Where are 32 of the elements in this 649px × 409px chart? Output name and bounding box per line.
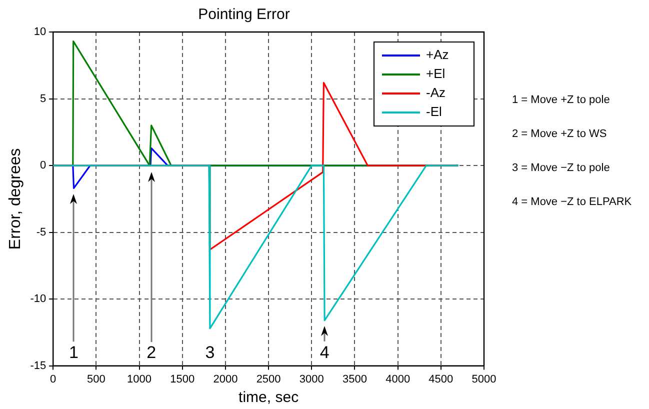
y-tick-label: -5 — [36, 226, 46, 238]
y-tick-label: 10 — [34, 26, 46, 38]
text: 1 = Move +Z to pole — [512, 94, 611, 108]
y-axis-title: Error, degrees — [7, 148, 24, 250]
legend-label: -Az — [426, 85, 446, 100]
annotation: 1 — [69, 342, 79, 362]
y-tick-label: 0 — [40, 160, 46, 172]
legend-label: -El — [426, 104, 442, 120]
y-tick-label: 5 — [40, 92, 46, 105]
y-tick-label: -15 — [30, 360, 46, 372]
x-tick-label: 1500 — [170, 373, 195, 386]
text: 2 = Move +Z to WS — [512, 128, 608, 142]
annotation: 4 — [320, 342, 330, 362]
text: 3 = Move −Z to pole — [512, 162, 611, 176]
x-tick-label: 1000 — [127, 373, 152, 386]
x-tick-label: 4500 — [428, 373, 454, 386]
x-tick-label: 3500 — [342, 373, 367, 386]
x-tick-label: 2500 — [256, 373, 281, 386]
annotation: 3 — [205, 342, 215, 362]
annotation: 2 — [146, 342, 156, 362]
x-tick-label: 500 — [87, 373, 106, 386]
legend-label: +Az — [426, 47, 449, 62]
x-axis-title: time, sec — [238, 389, 300, 406]
x-tick-label: 2000 — [213, 373, 238, 386]
chart-title: Pointing Error — [198, 6, 290, 24]
x-tick-label: 4000 — [386, 373, 410, 386]
x-tick-label: 3000 — [299, 373, 324, 386]
y-tick-label: -10 — [30, 293, 46, 306]
x-tick-label: 0 — [50, 373, 56, 386]
legend-label: +El — [426, 66, 446, 82]
text: 4 = Move −Z to ELPARK — [512, 196, 632, 210]
x-tick-label: 5000 — [472, 373, 496, 386]
